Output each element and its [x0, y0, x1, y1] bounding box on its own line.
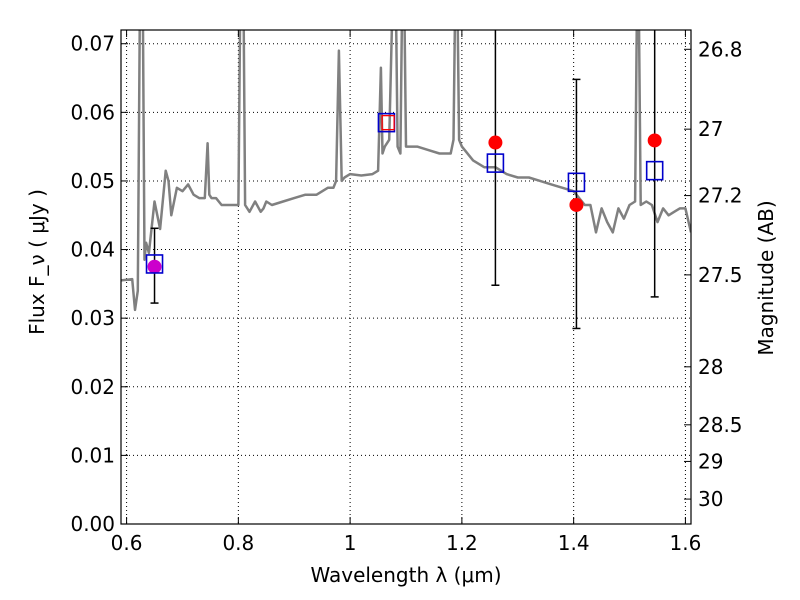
right-tick-label: 29	[698, 449, 723, 473]
model-point	[567, 172, 586, 193]
observed-points	[147, 133, 662, 274]
model-point	[645, 160, 664, 181]
model-points	[145, 112, 664, 274]
right-tick-label: 30	[698, 487, 723, 511]
right-tick-label: 27	[698, 117, 723, 141]
y-tick-label: 0.02	[70, 375, 115, 399]
x-axis-label: Wavelength λ (μm)	[310, 563, 501, 587]
y-tick-label: 0.04	[70, 238, 115, 262]
right-tick-label: 28.5	[698, 413, 743, 437]
plot-frame	[120, 29, 692, 525]
model-point	[145, 254, 164, 274]
y-tick-label: 0.07	[70, 32, 115, 56]
spectrum-line	[121, 30, 691, 312]
right-tick-label: 27.5	[698, 263, 743, 287]
x-tick-label: 1.2	[446, 531, 478, 555]
observed-point	[647, 133, 662, 148]
x-tick-label: 1.6	[670, 531, 702, 555]
x-tick-labels: 0.6 0.8 1 1.2 1.4 1.6	[111, 531, 702, 555]
right-tick-label: 26.8	[698, 37, 743, 61]
y-tick-label: 0.06	[70, 100, 115, 124]
y-tick-label: 0.03	[70, 306, 115, 330]
axis-ticks	[121, 30, 691, 525]
x-tick-label: 0.6	[111, 531, 143, 555]
observed-point	[488, 135, 503, 150]
observed-square-point	[381, 114, 395, 131]
y-axis-label-right: Magnitude (AB)	[754, 200, 778, 355]
y-tick-label: 0.01	[70, 443, 115, 467]
y-tick-labels: 0.00 0.01 0.02 0.03 0.04 0.05 0.06 0.07	[70, 32, 115, 536]
observed-point	[147, 259, 162, 274]
observed-point	[569, 197, 584, 212]
x-tick-label: 0.8	[222, 531, 254, 555]
y-tick-label: 0.05	[70, 169, 115, 193]
y-axis-label-left: Flux F_ν ( μJy )	[25, 189, 49, 335]
spectrum-layer	[121, 30, 691, 312]
y-tick-label: 0.00	[70, 512, 115, 536]
right-tick-labels: 26.8 27 27.2 27.5 28 28.5 29 30	[698, 37, 743, 511]
x-tick-label: 1.4	[558, 531, 590, 555]
right-tick-label: 28	[698, 355, 723, 379]
x-tick-label: 1	[344, 531, 357, 555]
model-point	[486, 153, 505, 173]
right-tick-label: 27.2	[698, 184, 743, 208]
